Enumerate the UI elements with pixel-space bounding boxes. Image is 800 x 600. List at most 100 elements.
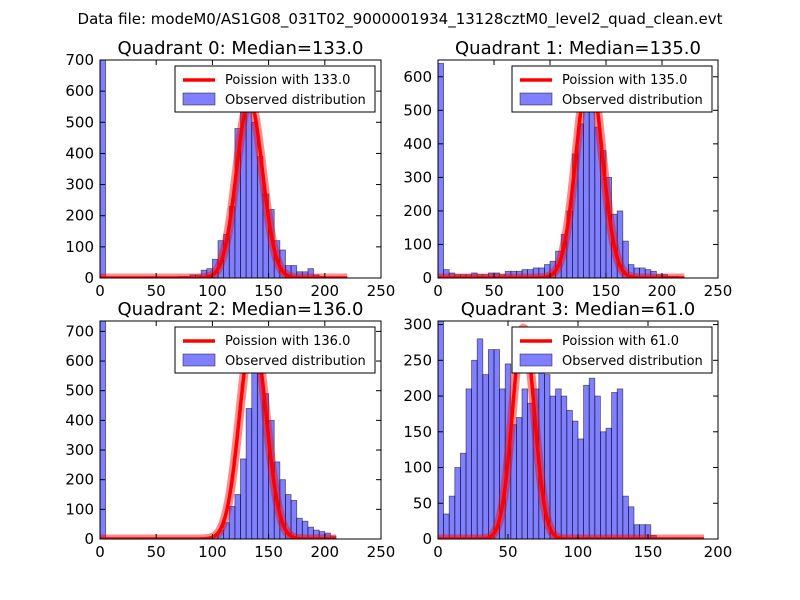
y-tick-label: 300 <box>65 441 94 459</box>
legend-label-observed: Observed distribution <box>225 354 366 369</box>
y-tick-label: 400 <box>65 411 94 429</box>
x-tick-label: 0 <box>95 543 105 561</box>
histogram-bar <box>459 452 467 539</box>
x-tick-label: 250 <box>704 282 733 300</box>
legend-bar-swatch <box>182 353 216 367</box>
histogram-bar <box>594 395 601 539</box>
y-tick-label: 250 <box>403 351 432 369</box>
legend-label-poisson: Poission with 61.0 <box>562 334 679 349</box>
y-tick-label: 600 <box>65 352 94 370</box>
legend-label-poisson: Poission with 133.0 <box>225 73 350 88</box>
histogram-bar <box>251 345 258 539</box>
x-tick-label: 100 <box>564 543 593 561</box>
y-tick-label: 300 <box>403 168 432 186</box>
legend-bar-swatch <box>182 92 216 106</box>
legend-label-observed: Observed distribution <box>562 354 703 369</box>
x-tick-label: 100 <box>536 282 565 300</box>
histogram-bar <box>521 388 528 539</box>
histogram-bar <box>628 506 635 539</box>
panel-0: Quadrant 0: Median=133.0 0 50 100 150 200 250 0… <box>65 38 395 300</box>
x-tick-label: 150 <box>254 543 283 561</box>
x-tick-label: 200 <box>704 543 733 561</box>
histogram-bar <box>600 431 607 539</box>
y-tick-label: 200 <box>65 471 94 489</box>
x-tick-label: 200 <box>310 543 339 561</box>
y-tick-label: 100 <box>65 238 94 256</box>
panel-1: Quadrant 1: Median=135.0 0 50 100 150 200 250 0… <box>403 38 732 300</box>
axes-frame <box>99 320 382 540</box>
x-tick-label: 50 <box>498 543 517 561</box>
x-tick-label: 0 <box>95 282 105 300</box>
y-tick-label: 100 <box>403 459 432 477</box>
x-tick-label: 100 <box>198 282 227 300</box>
histogram-bar <box>240 458 247 539</box>
histogram-bar <box>560 395 568 539</box>
y-tick-label: 200 <box>65 207 94 225</box>
histogram-bar <box>588 377 596 539</box>
x-tick-label: 0 <box>433 543 443 561</box>
x-tick-label: 150 <box>592 282 621 300</box>
x-tick-label: 50 <box>147 543 166 561</box>
histogram-bar <box>471 359 478 539</box>
y-tick-label: 0 <box>84 530 94 548</box>
y-tick-label: 0 <box>84 269 94 287</box>
y-tick-label: 600 <box>65 82 94 100</box>
x-tick-label: 150 <box>254 282 283 300</box>
x-tick-label: 100 <box>198 543 227 561</box>
y-tick-label: 100 <box>403 235 432 253</box>
legend: Poission with 61.0 Observed distribution <box>511 326 713 374</box>
panel-2: Quadrant 2: Median=136.0 0 50 100 150 200 250 0… <box>65 299 395 561</box>
histogram-bar <box>566 409 573 539</box>
x-tick-label: 50 <box>147 282 166 300</box>
histogram-bar <box>616 388 624 539</box>
histogram-bar <box>583 384 590 539</box>
histogram-bar <box>448 495 456 539</box>
y-tick-label: 600 <box>403 68 432 86</box>
histogram-bar <box>577 438 584 539</box>
y-tick-label: 500 <box>65 382 94 400</box>
legend: Poission with 135.0 Observed distribution <box>511 65 713 113</box>
panel-title: Quadrant 2: Median=136.0 <box>118 299 364 320</box>
x-tick-label: 200 <box>310 282 339 300</box>
legend-bar-swatch <box>519 92 553 106</box>
panel-title: Quadrant 0: Median=133.0 <box>118 38 364 59</box>
y-tick-label: 50 <box>413 494 432 512</box>
histogram-bar <box>438 321 444 539</box>
y-tick-label: 400 <box>403 135 432 153</box>
legend-label-poisson: Poission with 135.0 <box>562 73 687 88</box>
histogram-bar <box>476 338 484 539</box>
plot-area <box>100 321 340 539</box>
y-tick-label: 0 <box>422 269 432 287</box>
suptitle: Data file: modeM0/AS1G08_031T02_90000019… <box>78 10 723 29</box>
histogram-bar <box>454 467 461 539</box>
panel-title: Quadrant 3: Median=61.0 <box>461 299 696 320</box>
x-tick-label: 50 <box>484 282 503 300</box>
legend: Poission with 136.0 Observed distribution <box>174 326 376 374</box>
y-tick-label: 100 <box>65 500 94 518</box>
histogram-bar <box>482 374 489 539</box>
histogram-bar <box>555 388 562 539</box>
legend-box <box>511 65 713 113</box>
axes-frame <box>437 59 719 279</box>
histogram-bar <box>245 408 253 539</box>
legend-label-poisson: Poission with 136.0 <box>225 334 350 349</box>
histogram-bar <box>622 495 629 539</box>
histogram-bar <box>438 62 444 278</box>
y-tick-label: 500 <box>403 101 432 119</box>
histogram-bar <box>622 240 629 278</box>
y-tick-label: 300 <box>65 176 94 194</box>
y-tick-label: 300 <box>403 316 432 334</box>
y-tick-label: 500 <box>65 113 94 131</box>
histogram-bar <box>611 392 618 539</box>
histogram-bar <box>234 494 241 539</box>
y-tick-label: 200 <box>403 387 432 405</box>
histogram-bar <box>572 420 579 539</box>
x-tick-label: 250 <box>367 282 396 300</box>
histogram-bar <box>100 321 107 539</box>
histogram-bar <box>605 427 612 539</box>
y-tick-label: 150 <box>403 423 432 441</box>
legend-label-observed: Observed distribution <box>562 93 703 108</box>
panel-3: Quadrant 3: Median=61.0 0 50 100 150 200 0 50 10… <box>403 299 732 561</box>
x-tick-label: 150 <box>634 543 663 561</box>
